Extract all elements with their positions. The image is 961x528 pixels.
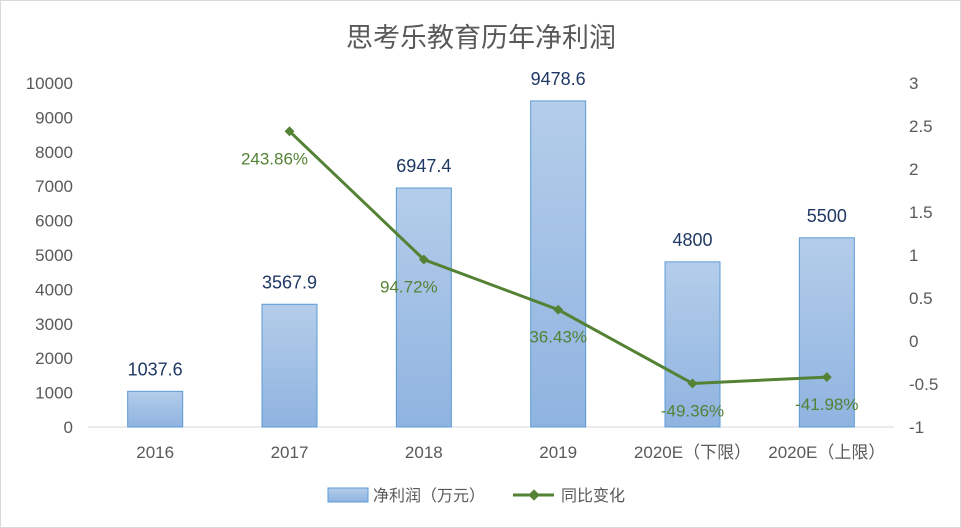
y-right-tick-label: 1.5 (909, 203, 933, 222)
y-left-tick-label: 4000 (35, 280, 73, 299)
y-left-tick-label: 3000 (35, 315, 73, 334)
labels-layer: 1037.6 3567.9 6947.4 9478.6 4800 5500 243.86% 9… (128, 69, 859, 421)
legend: 净利润（万元） 同比变化 (327, 486, 625, 505)
y-left-tick-label: 8000 (35, 143, 73, 162)
line-point (553, 304, 564, 315)
x-tick-label: 2019 (539, 443, 577, 462)
x-tick-label: 2017 (271, 443, 309, 462)
y-left-tick-label: 0 (64, 418, 73, 437)
bar-data-label: 5500 (807, 206, 847, 226)
bars-layer (127, 100, 855, 428)
y-right-tick-label: 0 (909, 332, 918, 351)
bar (261, 303, 318, 428)
bar (127, 390, 184, 428)
axes-layer: 0100020003000400050006000700080009000100… (26, 74, 939, 462)
x-tick-label: 2020E（下限） (634, 443, 751, 462)
bar-data-label: 6947.4 (396, 156, 451, 176)
legend-bar-swatch (327, 487, 369, 503)
y-left-tick-label: 1000 (35, 384, 73, 403)
line-point (821, 372, 832, 383)
y-right-tick-label: 1 (909, 246, 918, 265)
y-left-tick-label: 7000 (35, 177, 73, 196)
x-tick-label: 2020E（上限） (768, 443, 885, 462)
y-right-tick-label: 3 (909, 74, 918, 93)
y-right-tick-label: 2.5 (909, 117, 933, 136)
bar (395, 187, 452, 428)
line-point (687, 378, 698, 389)
y-right-tick-label: 2 (909, 160, 918, 179)
line-data-label: -49.36% (661, 401, 724, 420)
x-tick-label: 2018 (405, 443, 443, 462)
y-left-tick-label: 5000 (35, 246, 73, 265)
y-left-tick-label: 9000 (35, 108, 73, 127)
line-data-label: 94.72% (380, 278, 438, 297)
legend-bar-label: 净利润（万元） (373, 486, 485, 505)
line-data-label: -41.98% (795, 395, 858, 414)
y-left-tick-label: 6000 (35, 212, 73, 231)
y-right-tick-label: -0.5 (909, 375, 938, 394)
y-right-tick-label: -1 (909, 418, 924, 437)
y-left-tick-label: 2000 (35, 349, 73, 368)
x-tick-label: 2016 (136, 443, 174, 462)
bar (530, 100, 587, 428)
y-right-tick-label: 0.5 (909, 289, 933, 308)
line-data-label: 243.86% (241, 149, 308, 168)
line-layer (284, 126, 832, 389)
bar-data-label: 4800 (672, 230, 712, 250)
legend-line-marker (528, 489, 540, 501)
line-data-label: 36.43% (529, 328, 587, 347)
bar-data-label: 3567.9 (262, 272, 317, 292)
bar-data-label: 9478.6 (531, 69, 586, 89)
legend-line-label: 同比变化 (561, 486, 625, 505)
y-left-tick-label: 10000 (26, 74, 73, 93)
chart-title: 思考乐教育历年净利润 (346, 23, 616, 54)
bar (798, 237, 855, 428)
bar (664, 261, 721, 428)
bar-data-label: 1037.6 (128, 359, 183, 379)
